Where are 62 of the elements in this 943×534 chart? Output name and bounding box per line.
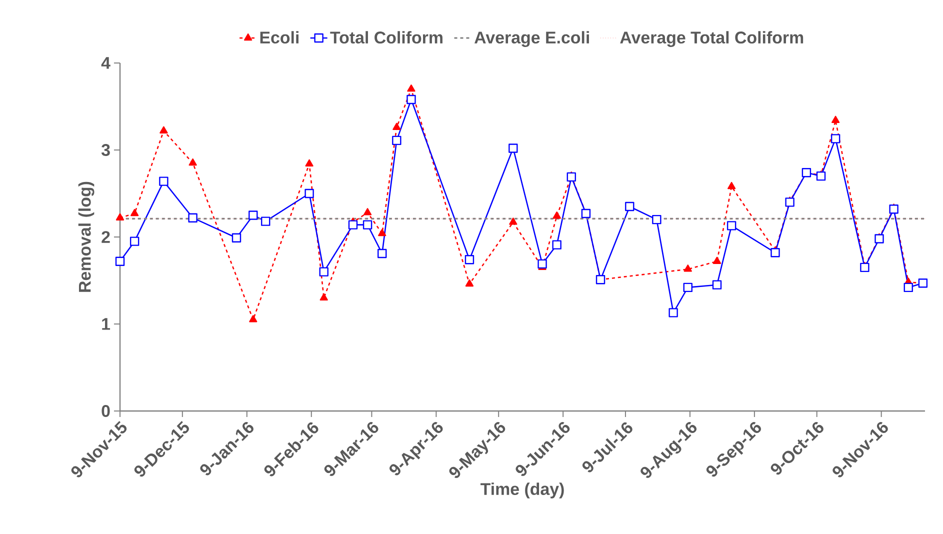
point <box>304 188 314 198</box>
point <box>348 220 358 230</box>
point <box>712 256 722 264</box>
point <box>305 159 314 167</box>
y-tick-label: 4 <box>101 57 110 69</box>
legend-label: Average E.coli <box>474 31 589 47</box>
legend-label: Total Coliform <box>330 31 442 44</box>
point <box>130 236 140 246</box>
point <box>860 262 870 272</box>
point <box>816 171 826 181</box>
point <box>832 116 840 124</box>
point <box>188 213 198 222</box>
point <box>625 202 634 212</box>
point <box>785 198 794 207</box>
point <box>160 126 168 134</box>
point <box>684 264 692 272</box>
point <box>406 94 416 104</box>
y-tick-label: 0 <box>102 404 110 417</box>
legend-label: Ecoli <box>260 31 298 44</box>
point <box>508 144 518 153</box>
y-tick-label: 2 <box>102 231 110 243</box>
point <box>552 212 561 219</box>
point <box>378 228 386 236</box>
point <box>464 255 474 264</box>
point <box>652 214 662 224</box>
point <box>668 308 678 318</box>
point <box>726 221 736 230</box>
point <box>712 280 722 290</box>
point <box>115 256 125 266</box>
point <box>363 208 372 216</box>
point <box>261 216 270 226</box>
point <box>683 282 692 292</box>
point <box>159 176 168 186</box>
point <box>770 248 780 258</box>
point <box>320 293 328 300</box>
legend-label: Average Total Coliform <box>620 31 804 47</box>
point <box>904 282 913 292</box>
y-tick-label: 3 <box>101 144 110 156</box>
point <box>392 136 402 146</box>
y-tick-label: 1 <box>102 318 110 330</box>
point <box>407 84 416 92</box>
point <box>889 204 898 214</box>
point <box>538 259 547 269</box>
point <box>130 208 139 216</box>
point <box>378 248 387 258</box>
y-axis-title: Removal (log) <box>78 182 94 292</box>
point <box>116 213 124 220</box>
point <box>232 233 242 242</box>
point <box>830 134 840 144</box>
x-axis-title: Time (day) <box>480 482 564 498</box>
point <box>249 315 258 322</box>
point <box>392 122 401 130</box>
point <box>874 234 884 244</box>
point <box>319 267 328 276</box>
point <box>248 210 258 220</box>
point <box>509 218 518 225</box>
point <box>552 240 562 250</box>
point <box>188 158 197 166</box>
point <box>465 279 474 287</box>
point <box>728 182 736 190</box>
point <box>362 220 372 230</box>
point <box>566 172 576 182</box>
